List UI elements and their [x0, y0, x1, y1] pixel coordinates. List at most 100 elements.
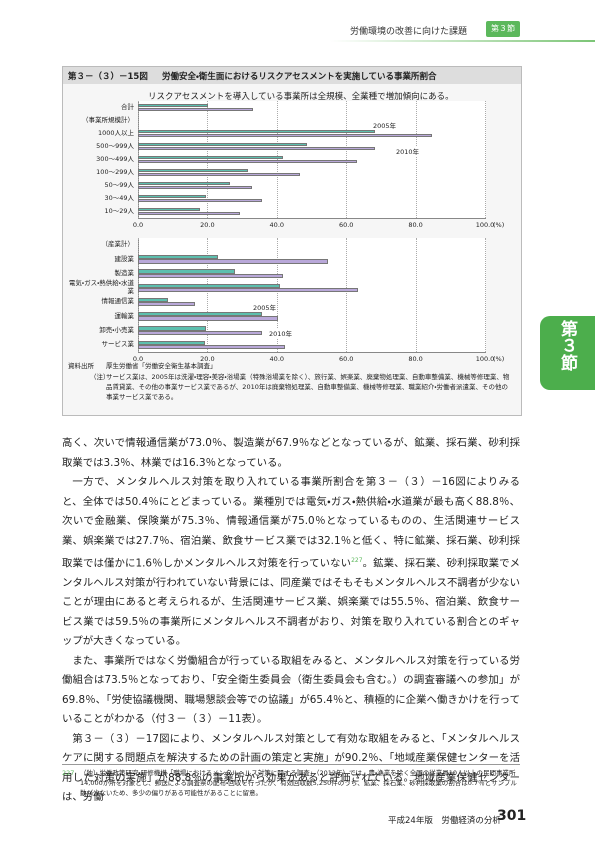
bar — [138, 283, 280, 288]
bar — [138, 287, 358, 293]
footnote-number: 227 — [62, 769, 75, 777]
x-tick-label: 60.0 — [338, 355, 354, 363]
bar — [138, 316, 278, 321]
paragraph: 高く、次いで情報通信業が73.0％、製造業が67.9％などとなっているが、鉱業、… — [62, 437, 520, 469]
bar — [138, 302, 195, 307]
bar — [138, 198, 262, 203]
bar — [138, 168, 248, 173]
bar — [138, 142, 307, 147]
grid-line — [346, 238, 348, 352]
bar — [138, 194, 206, 199]
body-text: 高く、次いで情報通信業が73.0％、製造業が67.9％などとなっているが、鉱業、… — [62, 434, 520, 808]
text: 。鉱業、採石業、砂利採取業でメンタルヘルス対策が行われていない背景には、同産業で… — [62, 557, 520, 648]
text: 一方で、メンタルヘルス対策を取り入れている事業所割合を第３－（３）－16図により… — [62, 476, 520, 570]
category-label: 情報通信業 — [101, 297, 135, 306]
grid-line — [485, 238, 486, 352]
category-label: 電気・ガス・熱供給・水道業 — [68, 279, 134, 295]
side-tab-text: 第３節 — [557, 320, 577, 371]
bar — [138, 344, 286, 350]
x-axis-unit: (%) — [493, 355, 505, 363]
series-label: 2005年 — [372, 120, 398, 130]
footer-title: 平成24年版 労働経済の分析 — [388, 816, 501, 826]
series-label: 2010年 — [395, 146, 421, 156]
figure-header — [63, 67, 521, 84]
figure-subtitle: リスクアセスメントを導入している事業所は全規模、全業種で増加傾向にある。 — [148, 92, 454, 102]
paragraph: 第３－（３）－17図により、メンタルヘルス対策として有効な取組をみると、「メンタ… — [62, 732, 520, 804]
category-label: （事業所規模計） — [82, 115, 134, 124]
x-tick-label: 100.0 — [475, 355, 495, 363]
page-number: 301 — [497, 808, 527, 824]
grid-line — [415, 101, 417, 218]
x-tick-label: 20.0 — [200, 355, 215, 363]
category-label: 1000人以上 — [97, 128, 134, 137]
category-label: 500～999人 — [96, 141, 134, 150]
grid-line — [276, 238, 278, 352]
category-label: 30～49人 — [104, 193, 134, 202]
x-tick-label: 40.0 — [269, 221, 285, 229]
category-label: 50～99人 — [104, 180, 134, 189]
paragraph: 一方で、メンタルヘルス対策を取り入れている事業所割合を第３－（３）－16図により… — [62, 473, 520, 652]
x-tick-label: 40.0 — [269, 355, 285, 363]
bar — [138, 146, 375, 151]
bar — [138, 129, 375, 134]
bar — [138, 181, 230, 186]
bar — [138, 269, 236, 274]
bar — [138, 211, 241, 216]
bar — [138, 107, 253, 112]
category-label: 製造業 — [114, 268, 135, 277]
category-label: 運輸業 — [114, 311, 135, 320]
footnote: 227 （独）労働政策研究・研修機構「職場におけるメンタルヘルス対策に関する調査… — [62, 768, 520, 798]
category-label: 100～299人 — [96, 167, 134, 176]
bar — [138, 273, 284, 278]
x-tick-label: 80.0 — [408, 221, 423, 229]
grid-line — [207, 238, 209, 352]
side-tab — [540, 316, 595, 390]
grid-line — [415, 238, 417, 352]
footnote-rule — [62, 764, 520, 765]
bar — [138, 297, 168, 303]
note-label: （注） — [90, 373, 110, 381]
category-label: 10～29人 — [104, 206, 134, 215]
grid-line — [138, 238, 139, 352]
category-label: 建設業 — [114, 254, 135, 263]
bar — [138, 207, 201, 212]
bar — [138, 103, 209, 108]
note: サービス業は、2005年は洗濯・理容・美容・浴場業（特殊浴場業を除く）、旅行業、… — [106, 373, 510, 401]
paragraph: また、事業所ではなく労働組合が行っている取組をみると、メンタルヘルス対策を行って… — [62, 654, 520, 726]
figure-title: 労働安全・衛生面におけるリスクアセスメントを実施している事業所割合 — [162, 72, 437, 82]
footnote-ref: 227 — [351, 557, 363, 564]
x-axis-unit: (%) — [493, 221, 505, 229]
bar — [138, 185, 253, 190]
figure-number: 第３－（３）－15図 — [68, 72, 148, 82]
bar — [138, 326, 206, 331]
x-tick-label: 100.0 — [475, 221, 495, 229]
footnote-text: （独）労働政策研究・研修機構「職場におけるメンタルヘルス対策に関する調査」（20… — [80, 769, 517, 797]
x-tick-label: 80.0 — [408, 355, 423, 363]
x-tick-label: 0.0 — [132, 355, 144, 363]
grid-line — [485, 101, 486, 218]
series-label: 2005年 — [252, 302, 278, 312]
source: 厚生労働省「労働安全衛生基本調査」 — [106, 362, 217, 370]
category-label: 300～499人 — [96, 154, 134, 163]
series-label: 2010年 — [268, 328, 294, 338]
bar — [138, 330, 262, 335]
bar — [138, 155, 284, 160]
bar — [138, 312, 262, 317]
category-label: 合計 — [121, 102, 134, 111]
category-label: （産業計） — [101, 240, 135, 249]
bar — [138, 255, 219, 260]
x-tick-label: 20.0 — [200, 221, 215, 229]
bar — [138, 172, 301, 177]
header-section: 第３節 — [486, 21, 520, 37]
x-tick-label: 60.0 — [338, 221, 354, 229]
bar — [138, 259, 329, 264]
bar — [138, 159, 357, 164]
category-label: 卸売・小売業 — [99, 325, 134, 334]
bar — [138, 133, 432, 138]
header-rule — [330, 40, 595, 42]
x-tick-label: 0.0 — [132, 221, 144, 229]
category-label: サービス業 — [101, 340, 135, 349]
bar — [138, 340, 205, 345]
source-label: 資料出所 — [68, 362, 94, 370]
